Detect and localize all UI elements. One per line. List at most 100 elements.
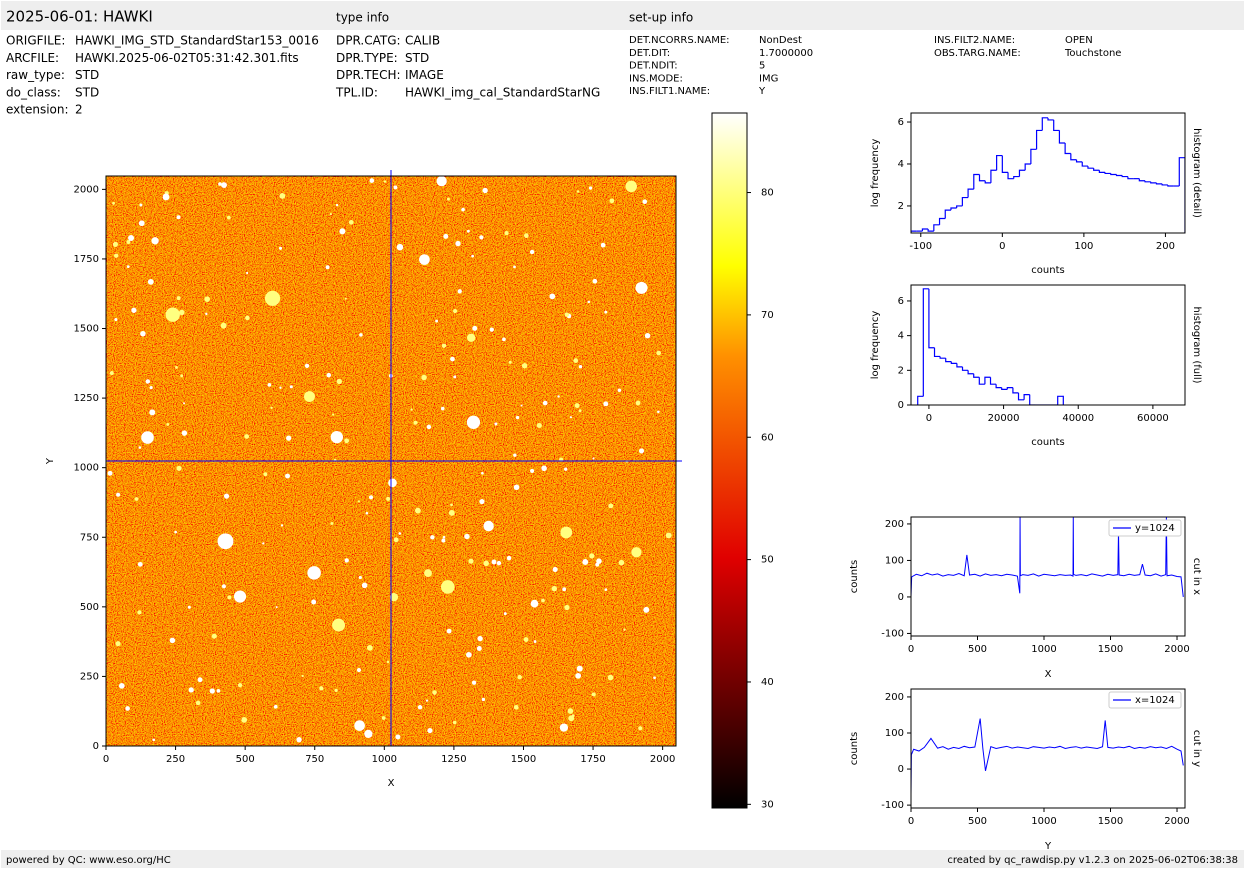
x-tick-label: 0 (999, 241, 1005, 252)
star (246, 271, 249, 275)
histogram-bin (945, 358, 952, 363)
histogram-bin (1081, 161, 1088, 167)
histogram-bin (1017, 392, 1025, 401)
histogram-bin (1006, 387, 1013, 390)
star (560, 526, 573, 539)
y-tick-label: 0 (898, 400, 904, 411)
star (270, 406, 273, 409)
star (126, 239, 131, 244)
x-tick-label: -100 (909, 241, 932, 252)
y-tick-label: 500 (80, 602, 99, 613)
star (162, 193, 170, 201)
setup-key: INS.MODE: (629, 73, 683, 84)
star (137, 561, 143, 567)
x-tick-label: 750 (305, 754, 324, 765)
star (366, 644, 373, 651)
info-value: 2 (75, 103, 83, 117)
info-value: STD (75, 68, 99, 82)
star (638, 726, 643, 731)
legend-label: y=1024 (1135, 523, 1175, 534)
star (665, 532, 672, 539)
y-axis-label: Y (45, 457, 56, 465)
setup-key: OBS.TARG.NAME: (934, 48, 1021, 59)
star (169, 637, 176, 644)
star (443, 233, 449, 239)
info-key: do_class: (6, 85, 61, 99)
histogram-bin (1167, 184, 1174, 187)
star (286, 435, 292, 441)
star (529, 249, 535, 255)
x-tick-label: 0 (926, 413, 932, 424)
star (575, 672, 582, 679)
star (432, 690, 437, 695)
x-tick-label: 1500 (1098, 644, 1123, 655)
setup-value: 5 (759, 61, 765, 72)
star (344, 558, 349, 563)
y-tick-label: 4 (898, 331, 904, 342)
star (564, 604, 570, 611)
histogram-bin (933, 347, 941, 358)
setup-key: INS.FILT1.NAME: (629, 86, 710, 97)
star (656, 350, 662, 356)
chart-histogram: -100 0 100 200 2 4 6 counts log frequency histogr… (870, 112, 1202, 276)
star (330, 521, 334, 525)
x-tick-label: 0 (103, 754, 109, 765)
histogram-bin (1121, 175, 1128, 178)
star (330, 430, 343, 444)
star (466, 333, 476, 342)
star (226, 215, 231, 220)
y-tick-label: -100 (881, 800, 904, 811)
legend-label: x=1024 (1135, 695, 1175, 706)
page-title: 2025-06-01: HAWKI (6, 8, 153, 26)
star (359, 333, 363, 337)
y-tick-label: 30 (761, 799, 774, 810)
star (559, 723, 569, 732)
star (482, 187, 488, 194)
x-tick-label: 500 (968, 816, 987, 827)
histogram-bin (996, 154, 1003, 171)
star (109, 370, 114, 376)
star (424, 569, 432, 578)
star (289, 385, 293, 389)
star (604, 588, 608, 591)
star (311, 599, 317, 605)
y-axis-label: log frequency (870, 139, 881, 208)
y-tick-label: 100 (885, 555, 904, 566)
histogram-bin (1057, 395, 1064, 405)
star (481, 697, 486, 702)
star (503, 612, 507, 616)
star (267, 383, 272, 387)
star (609, 198, 615, 204)
star (562, 587, 567, 592)
y-axis-label: log frequency (870, 311, 881, 380)
type-heading: type info (336, 11, 389, 25)
histogram-bin (1064, 143, 1071, 155)
star (176, 215, 181, 220)
setup-value: OPEN (1065, 35, 1093, 46)
star (280, 524, 284, 527)
histogram-bin (917, 395, 924, 405)
histogram-bin (1144, 180, 1151, 183)
star (180, 374, 184, 378)
setup-value: IMG (759, 73, 778, 84)
star (557, 395, 560, 398)
star (536, 422, 542, 429)
star (183, 402, 186, 405)
star (476, 646, 482, 651)
star (483, 520, 494, 532)
star (466, 229, 470, 233)
histogram-bin (1070, 153, 1077, 161)
histogram-bin (989, 377, 997, 385)
histogram-bin (1030, 148, 1037, 164)
info-value: STD (75, 85, 99, 99)
star (635, 400, 641, 406)
histogram-steps (911, 117, 1185, 233)
star (523, 637, 529, 642)
star (508, 360, 512, 364)
y-tick-label: 6 (898, 296, 904, 307)
star (176, 465, 182, 471)
y-axis-label: counts (849, 560, 860, 593)
axes-frame (910, 284, 1186, 406)
star (564, 467, 568, 471)
star (241, 717, 248, 723)
